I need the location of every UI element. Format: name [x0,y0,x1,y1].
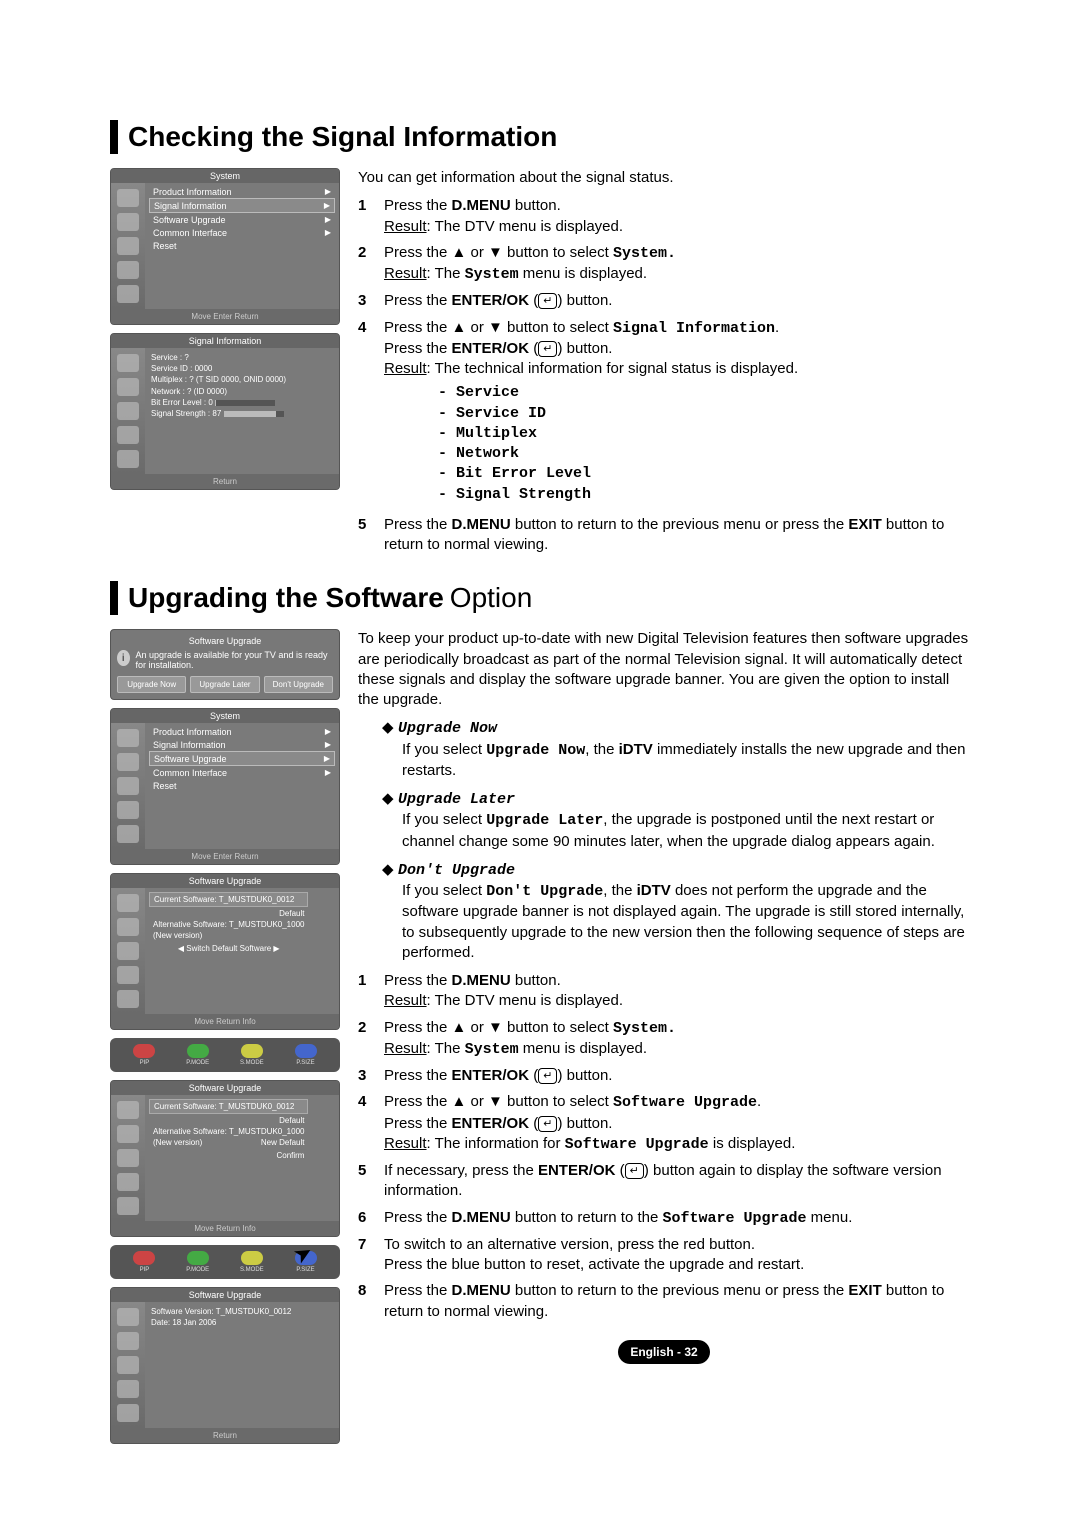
sw-version-line: Software Version: T_MUSTDUK0_0012 [151,1306,291,1317]
menu-title: System [111,169,339,183]
ustep-5: 5If necessary, press the ENTER/OK (↵) bu… [358,1161,970,1202]
section-title: Checking the Signal Information [128,121,557,153]
info-icon: i [117,650,130,666]
sw-newv-label: (New version) [149,931,308,940]
page-badge: English - 32 [618,1340,709,1364]
upgrade-prompt-card: Software Upgrade i An upgrade is availabl… [110,629,340,700]
option-upgrade-now: ◆Upgrade Now If you select Upgrade Now, … [382,718,970,781]
ustep-4: 4Press the ▲ or ▼ button to select Softw… [358,1092,970,1155]
sw-confirm-label: Confirm [149,1147,308,1164]
menu-item: Signal Information▶ [149,738,335,751]
menu-footer: Move Enter Return [111,849,339,864]
menu-footer: Return [111,1428,339,1443]
ustep-7: 7To switch to an alternative version, pr… [358,1235,970,1276]
option-dont-upgrade: ◆Don't Upgrade If you select Don't Upgra… [382,860,970,963]
sig-item: - Network [438,444,970,464]
menu-icon-column [111,348,145,474]
step-5: 5Press the D.MENU button to return to th… [358,515,970,556]
sw-upgrade-card-2: Software Upgrade Current Software: T_MUS… [110,1080,340,1237]
intro-text: You can get information about the signal… [358,168,970,188]
sw-newv-label: (New version) [153,1138,202,1147]
step-4: 4Press the ▲ or ▼ button to select Signa… [358,318,970,509]
sw-newdef-label: New Default [261,1138,305,1147]
menu-title: System [111,709,339,723]
menu-card-system-2: System Product Information▶ Signal Infor… [110,708,340,865]
sw-current-row: Current Software: T_MUSTDUK0_0012 [149,892,308,907]
menu-card-system: System Product Information▶ Signal Infor… [110,168,340,325]
sw-upgrade-card-3: Software Upgrade Software Version: T_MUS… [110,1287,340,1444]
menu-footer: Move Return Info [111,1014,339,1029]
menu-item: Reset [149,239,335,252]
dont-upgrade-button: Don't Upgrade [264,676,333,693]
section-title: Upgrading the Software [128,582,444,614]
menu-item: Common Interface▶ [149,226,335,239]
ustep-3: 3Press the ENTER/OK (↵) button. [358,1066,970,1086]
sig-item: - Multiplex [438,424,970,444]
upgrade-now-button: Upgrade Now [117,676,186,693]
info-line: Service : ? [151,352,286,363]
ustep-8: 8Press the D.MENU button to return to th… [358,1281,970,1322]
ustep-6: 6Press the D.MENU button to return to th… [358,1208,970,1229]
sw-switch-label: ◀ Switch Default Software ▶ [149,940,308,957]
menu-icon-column [111,183,145,309]
info-line: Service ID : 0000 [151,363,286,374]
menu-title: Software Upgrade [111,874,339,888]
menu-item: Product Information▶ [149,725,335,738]
prompt-message: An upgrade is available for your TV and … [136,650,333,670]
info-line: Signal Strength : 87 [151,408,286,419]
menu-title: Software Upgrade [117,636,333,646]
info-line: Bit Error Level : 0 [151,397,286,408]
upgrade-later-button: Upgrade Later [190,676,259,693]
menu-item: Product Information▶ [149,185,335,198]
ustep-1: 1Press the D.MENU button.Result: The DTV… [358,971,970,1012]
ustep-2: 2Press the ▲ or ▼ button to select Syste… [358,1018,970,1061]
section-header-signal: Checking the Signal Information [110,120,970,154]
sw-date-line: Date: 18 Jan 2006 [151,1317,291,1328]
menu-item: Common Interface▶ [149,766,335,779]
section-header-upgrade: Upgrading the Software Option [110,581,970,615]
sw-current-row: Current Software: T_MUSTDUK0_0012 [149,1099,308,1114]
sig-item: - Service [438,383,970,403]
remote-strip: PIP P.MODE S.MODE P.SIZE [110,1038,340,1072]
enter-icon: ↵ [538,1116,557,1132]
remote-strip: ➤ PIP P.MODE S.MODE P.SIZE [110,1245,340,1279]
menu-item-selected: Software Upgrade▶ [149,751,335,766]
section-bar-icon [110,581,118,615]
info-line: Multiplex : ? (T SID 0000, ONID 0000) [151,374,286,385]
step-2: 2Press the ▲ or ▼ button to select Syste… [358,243,970,286]
menu-item: Reset [149,779,335,792]
menu-title: Software Upgrade [111,1081,339,1095]
menu-footer: Return [111,474,339,489]
sig-item: - Signal Strength [438,485,970,505]
enter-icon: ↵ [538,293,557,309]
menu-footer: Move Return Info [111,1221,339,1236]
intro-text: To keep your product up-to-date with new… [358,629,970,710]
menu-item: Software Upgrade▶ [149,213,335,226]
enter-icon: ↵ [625,1163,644,1179]
menu-title: Signal Information [111,334,339,348]
section-bar-icon [110,120,118,154]
step-3: 3Press the ENTER/OK (↵) button. [358,291,970,311]
enter-icon: ↵ [538,341,557,357]
sw-alt-label: Alternative Software: T_MUSTDUK0_1000 [149,1125,308,1138]
sw-default-label: Default [149,1116,308,1125]
menu-title: Software Upgrade [111,1288,339,1302]
step-1: 1Press the D.MENU button.Result: The DTV… [358,196,970,237]
menu-footer: Move Enter Return [111,309,339,324]
enter-icon: ↵ [538,1068,557,1084]
menu-item-selected: Signal Information▶ [149,198,335,213]
sw-default-label: Default [149,909,308,918]
sig-item: - Service ID [438,404,970,424]
menu-card-signal-info: Signal Information Service : ? Service I… [110,333,340,490]
sw-upgrade-card-1: Software Upgrade Current Software: T_MUS… [110,873,340,1030]
option-upgrade-later: ◆Upgrade Later If you select Upgrade Lat… [382,789,970,852]
info-line: Network : ? (ID 0000) [151,386,286,397]
section-subtitle: Option [450,582,533,614]
sw-alt-label: Alternative Software: T_MUSTDUK0_1000 [149,918,308,931]
sig-item: - Bit Error Level [438,464,970,484]
